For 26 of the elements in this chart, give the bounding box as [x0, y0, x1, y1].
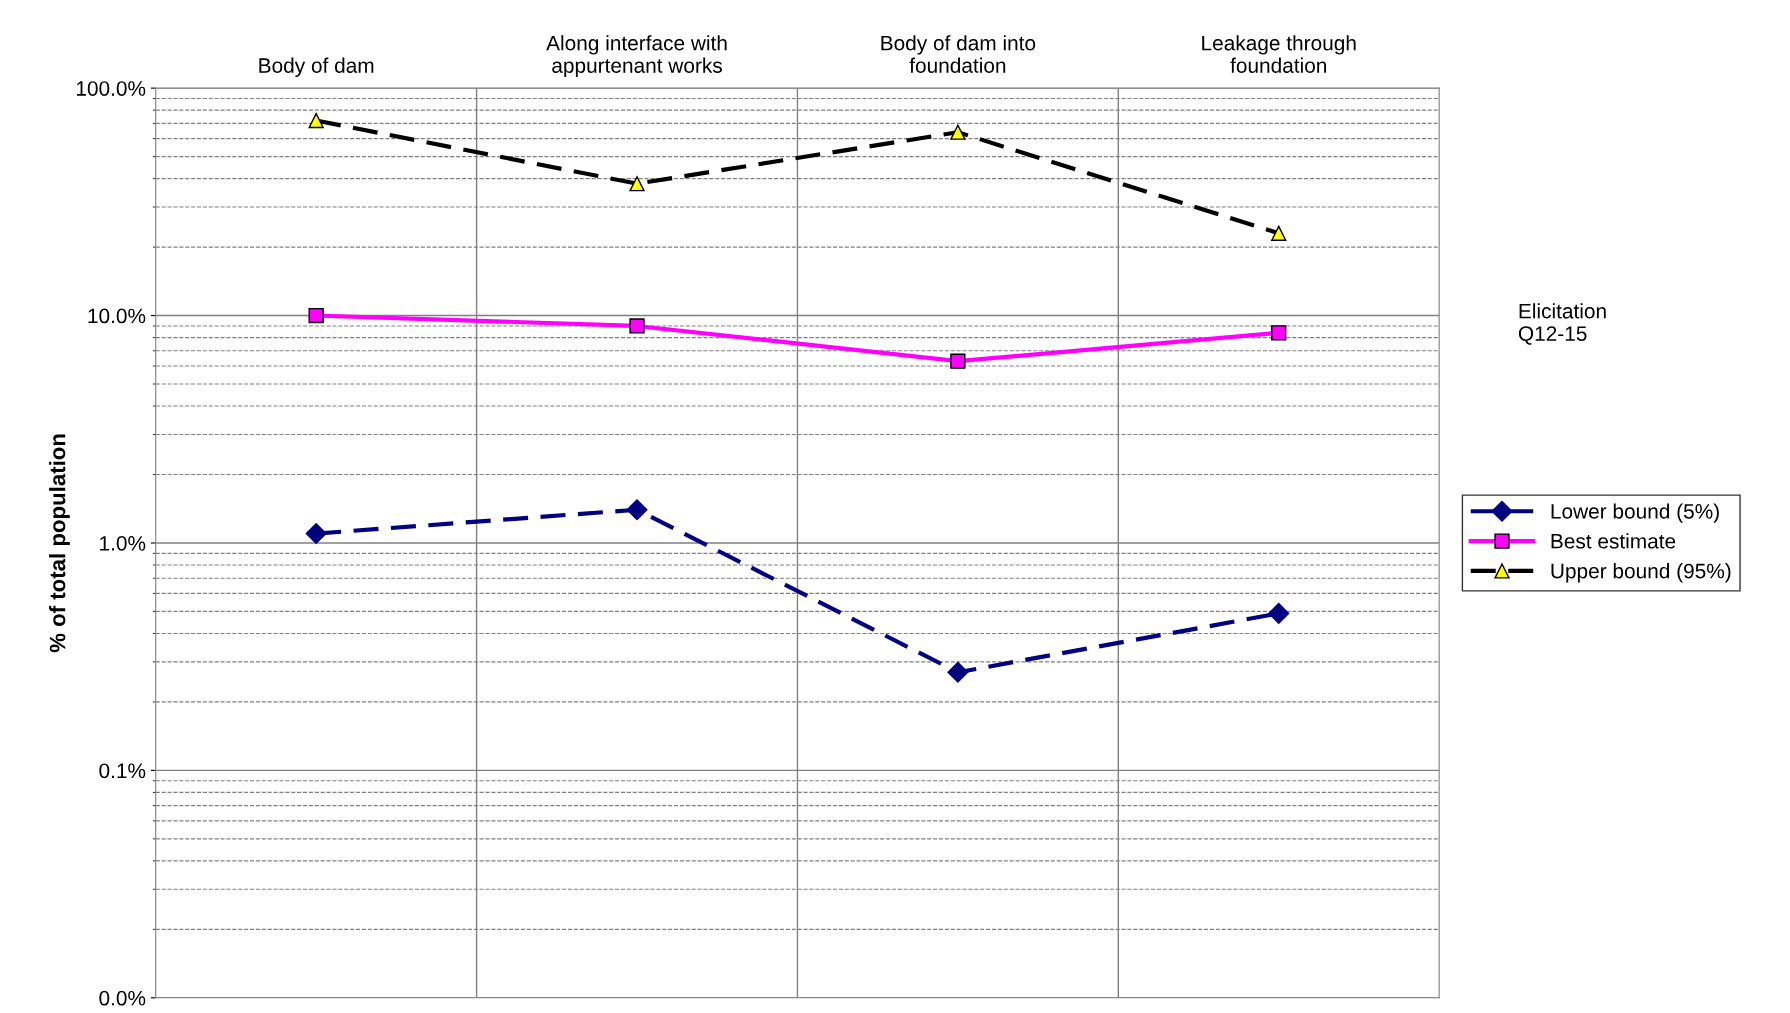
legend-label: Best estimate [1551, 533, 1676, 549]
point [308, 307, 324, 324]
x-tick-label: Body of dam [259, 57, 374, 78]
point [950, 124, 966, 140]
legend-label: Upper bound (95%) [1551, 563, 1731, 583]
point [1271, 225, 1287, 241]
point [950, 353, 966, 369]
y-tick-label: 0.0% [99, 990, 146, 1006]
point [308, 112, 324, 129]
point [1271, 325, 1287, 341]
x-tick-label: Leakage through foundation [1202, 35, 1356, 73]
x-tick-label: Body of dam into foundation [881, 35, 1036, 73]
text: Elicitation Q12-15 [1518, 303, 1606, 345]
legend-label: Lower bound (5%) [1551, 503, 1719, 523]
point [947, 661, 969, 683]
y-axis-title: % of total population [49, 434, 70, 653]
x-tick-label: Along interface with appurtenant works [546, 35, 727, 78]
y-tick-label: 100.0% [76, 81, 146, 96]
y-tick-label: 1.0% [100, 535, 146, 551]
point [629, 318, 645, 334]
y-tick-label: 0.1% [99, 763, 146, 779]
point [626, 499, 648, 521]
point [629, 176, 645, 192]
point [1268, 602, 1290, 624]
y-tick-label: 10.0% [88, 308, 146, 324]
point [305, 523, 327, 545]
